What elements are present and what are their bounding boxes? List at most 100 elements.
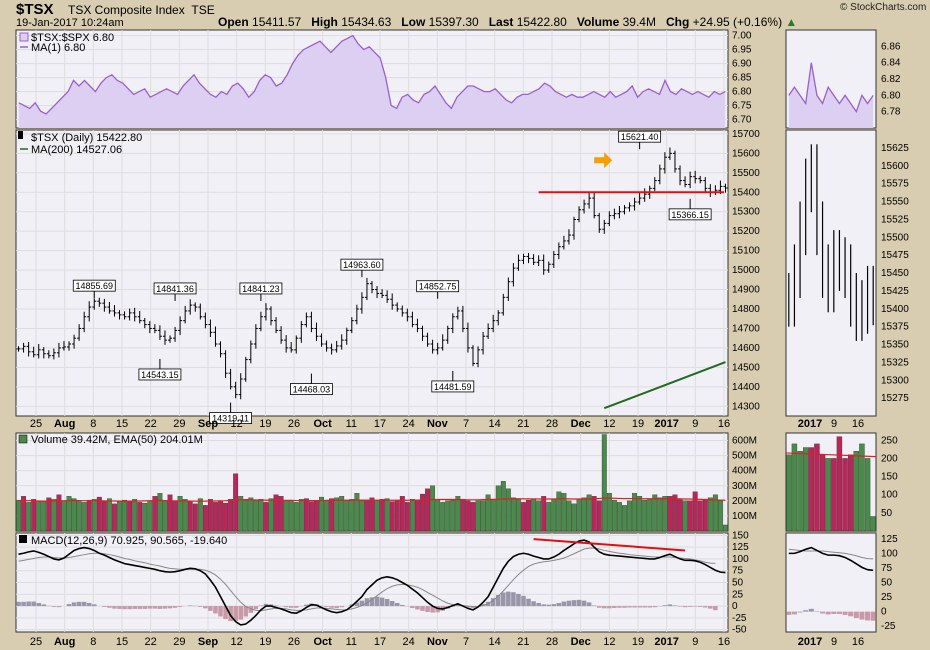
x-axis-label: 14 [489, 418, 501, 430]
mini-volume-bar [819, 454, 826, 532]
macd-histogram-bar [602, 606, 607, 609]
macd-histogram-bar [268, 604, 274, 607]
volume-bar [207, 499, 213, 532]
mini-macd-tick-label: 125 [881, 534, 898, 545]
price-legend-swatch [18, 131, 23, 139]
macd-histogram-bar [288, 606, 294, 608]
x-axis-label: 22 [145, 418, 157, 430]
x-axis-label: 11 [346, 636, 357, 648]
mini-volume-bar [859, 443, 865, 532]
macd-histogram-bar [56, 606, 62, 608]
up-arrow-icon: ▲ [785, 15, 798, 29]
macd-histogram-bar [228, 606, 233, 622]
mini-macd-histogram-bar [786, 611, 792, 615]
mini-macd-line [788, 546, 874, 572]
macd-histogram-bar [394, 602, 400, 607]
x-axis-label: 7 [463, 418, 469, 430]
annotation-label: 14468.03 [293, 385, 331, 395]
volume-bar [692, 491, 698, 532]
macd-histogram-bar [304, 604, 309, 607]
volume-bar [41, 501, 47, 532]
volume-bar [510, 497, 516, 532]
macd-tick-label: 75 [732, 566, 744, 577]
macd-histogram-bar [415, 606, 420, 610]
last-label: Last [488, 15, 514, 29]
volume-bar [606, 493, 612, 532]
x-axis-label: Dec [571, 636, 591, 648]
x-axis-label: 26 [288, 418, 300, 430]
macd-tick-label: -25 [732, 613, 747, 624]
ma200-legend-label: MA(200) 14527.06 [31, 144, 122, 156]
macd-tick-label: -50 [732, 625, 747, 636]
volume-bar [329, 498, 335, 532]
macd-histogram-bar [566, 600, 572, 607]
mini-x-axis-label: 9 [831, 418, 837, 430]
macd-histogram-bar [258, 605, 264, 607]
volume-bar [475, 500, 481, 532]
macd-histogram-bar [203, 606, 208, 609]
volume-bar [622, 505, 627, 532]
volume-bar [516, 499, 521, 532]
x-axis-label: Nov [427, 418, 449, 430]
ma1-legend-label: MA(1) 6.80 [31, 42, 85, 54]
volume-bar [324, 500, 329, 532]
volume-bar [46, 497, 52, 532]
annotation-label: 15621.40 [621, 132, 659, 142]
volume-bar [213, 502, 218, 532]
volume-bar [142, 502, 148, 532]
mini-price-tick-label: 15550 [881, 197, 909, 208]
arrow-icon [594, 152, 613, 169]
open-label: Open [218, 15, 249, 29]
macd-tick-label: 25 [732, 589, 744, 600]
volume-bar [460, 499, 466, 532]
x-axis-label: 16 [718, 636, 730, 648]
volume-bar [677, 499, 683, 532]
mini-macd-histogram-bar [825, 611, 831, 615]
x-axis-label: Sep [198, 418, 218, 430]
volume-bar [601, 434, 607, 532]
macd-histogram-bar [51, 606, 57, 607]
macd-histogram-bar [137, 606, 142, 609]
volume-bar [182, 499, 188, 532]
change-label: Chg [666, 15, 690, 29]
volume-bar [505, 488, 511, 532]
volume-bar [384, 498, 390, 532]
mini-price-panel [785, 129, 877, 417]
volume-bar [238, 496, 244, 532]
mini-volume-tick-label: 50 [881, 508, 893, 519]
mini-macd-histogram-bar [870, 611, 876, 621]
mini-volume-bar [825, 458, 831, 532]
volume-bar [389, 501, 395, 532]
volume-bar [571, 503, 577, 532]
mini-price-tick-label: 15475 [881, 250, 909, 261]
macd-histogram-bar [632, 606, 637, 608]
volume-bar [364, 499, 370, 532]
volume-bar [495, 485, 501, 532]
volume-bar [672, 494, 678, 532]
macd-histogram-bar [127, 606, 132, 610]
ratio-area [18, 35, 726, 128]
volume-bar [263, 502, 269, 532]
x-axis-label: Aug [54, 636, 75, 648]
volume-bar [192, 503, 198, 532]
volume-bar [172, 500, 178, 532]
mini-volume-bar [853, 450, 859, 532]
macd-histogram-bar [213, 606, 218, 614]
annotation-label: 14841.23 [242, 284, 280, 294]
volume-bar [122, 499, 127, 532]
x-axis-label: 28 [546, 636, 558, 648]
macd-histogram-bar [223, 606, 228, 620]
price-tick-label: 15100 [732, 246, 760, 257]
annotation-box [239, 282, 283, 295]
macd-histogram-bar [76, 601, 82, 607]
price-tick-label: 14600 [732, 343, 760, 354]
x-axis-label: 12 [231, 418, 243, 430]
macd-histogram-bar [41, 604, 47, 607]
x-axis-label: 9 [692, 418, 698, 430]
macd-histogram-bar [490, 598, 496, 607]
low-label: Low [401, 15, 426, 29]
macd-histogram-bar [642, 606, 647, 608]
volume-bar [500, 481, 506, 532]
macd-histogram-bar [354, 602, 360, 607]
annotation-label: 14841.36 [156, 284, 194, 294]
